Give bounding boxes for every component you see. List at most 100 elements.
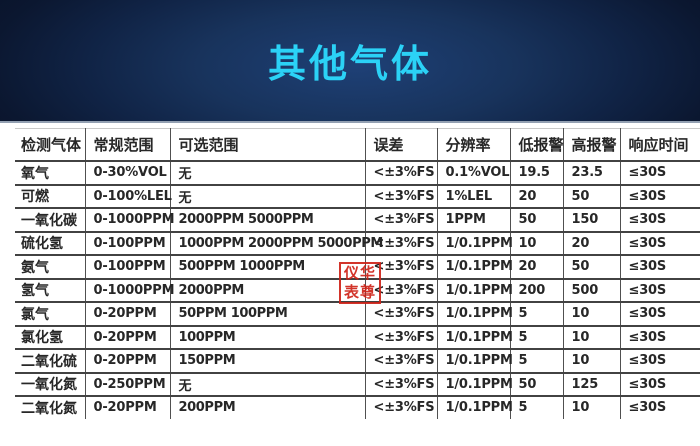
table-cell: 无 bbox=[170, 184, 366, 209]
table-row: 一氧化氮 0-250PPM 无 <±3%FS 1/0.1PPM 50 125 ≤30S bbox=[15, 372, 700, 397]
table-cell: ≤30S bbox=[620, 278, 700, 303]
table-cell: <±3%FS bbox=[365, 184, 438, 209]
table-row: 氨气 0-100PPM 500PPM 1000PPM <±3%FS 1/0.1PPM 20… bbox=[15, 255, 700, 280]
table-cell: 氨气 bbox=[15, 255, 86, 280]
table-cell: 一氧化氮 bbox=[15, 372, 86, 397]
table-row: 硫化氢 0-100PPM 1000PPM 2000PPM 5000PPM <±3%FS… bbox=[15, 231, 700, 256]
column-header: 误差 bbox=[365, 128, 438, 162]
table-cell: 1/0.1PPM bbox=[437, 302, 513, 327]
table-cell: 0-20PPM bbox=[85, 396, 171, 419]
table-header-row: 检测气体 常规范围 可选范围 误差 分辨率 低报警 高报警 响应时间 bbox=[15, 128, 700, 162]
table-cell: 1/0.1PPM bbox=[437, 255, 513, 280]
table-cell: ≤30S bbox=[620, 161, 700, 186]
watermark-stamp: 仪华 表尊 bbox=[339, 262, 381, 304]
table-cell: 50PPM 100PPM bbox=[170, 302, 366, 327]
table-cell: ≤30S bbox=[620, 349, 700, 374]
table-cell: 0-100PPM bbox=[85, 231, 171, 256]
table-cell: 5 bbox=[510, 325, 564, 350]
column-header: 高报警 bbox=[563, 128, 621, 162]
table-cell: 0-20PPM bbox=[85, 302, 171, 327]
table-cell: 硫化氢 bbox=[15, 231, 86, 256]
table-cell: 100PPM bbox=[170, 325, 366, 350]
table-row: 一氧化碳 0-1000PPM 2000PPM 5000PPM <±3%FS 1PPM 50… bbox=[15, 208, 700, 233]
table-cell: 1%LEL bbox=[437, 184, 511, 209]
table-cell: ≤30S bbox=[620, 325, 700, 350]
table-cell: 10 bbox=[563, 325, 621, 350]
table-cell: 50 bbox=[510, 372, 564, 397]
column-header: 响应时间 bbox=[620, 128, 700, 162]
table-cell: 0-20PPM bbox=[85, 349, 171, 374]
table-cell: 20 bbox=[563, 231, 621, 256]
table-cell: <±3%FS bbox=[365, 278, 438, 303]
table-cell: 50 bbox=[510, 208, 564, 233]
table-cell: 0-100%LEL bbox=[85, 184, 172, 209]
table-cell: ≤30S bbox=[620, 231, 700, 256]
table-cell: <±3%FS bbox=[365, 302, 438, 327]
table-cell: 500PPM 1000PPM bbox=[170, 255, 366, 280]
table-cell: 125 bbox=[563, 372, 621, 397]
gas-spec-table: 检测气体 常规范围 可选范围 误差 分辨率 低报警 高报警 响应时间 氧气 0-30%VOL 无 <… bbox=[15, 128, 700, 419]
banner: 其他气体 bbox=[0, 0, 700, 123]
table-cell: 5 bbox=[510, 302, 564, 327]
table-cell: 氯气 bbox=[15, 302, 86, 327]
table-cell: 2000PPM 5000PPM bbox=[170, 208, 366, 233]
table-cell: <±3%FS bbox=[365, 255, 438, 280]
table-cell: 23.5 bbox=[563, 161, 621, 186]
table-cell: 10 bbox=[510, 231, 564, 256]
table-row: 氯气 0-20PPM 50PPM 100PPM <±3%FS 1/0.1PPM 5 10 ≤3… bbox=[15, 302, 700, 327]
table-cell: 150 bbox=[563, 208, 621, 233]
table-cell: 10 bbox=[563, 349, 621, 374]
table-cell: 二氧化氮 bbox=[15, 396, 86, 419]
table-row: 可燃 0-100%LEL 无 <±3%FS 1%LEL 20 50 ≤30S bbox=[15, 184, 700, 209]
table-cell: 1/0.1PPM bbox=[437, 396, 513, 419]
watermark-line: 仪华 bbox=[343, 264, 376, 282]
table-cell: 0-1000PPM bbox=[85, 278, 175, 303]
table-row: 氯化氢 0-20PPM 100PPM <±3%FS 1/0.1PPM 5 10 ≤30S bbox=[15, 325, 700, 350]
table-cell: 0-20PPM bbox=[85, 325, 171, 350]
table-cell: 一氧化碳 bbox=[15, 208, 86, 233]
table-cell: 50 bbox=[563, 184, 621, 209]
table-cell: ≤30S bbox=[620, 372, 700, 397]
table-cell: ≤30S bbox=[620, 208, 700, 233]
table-cell: 5 bbox=[510, 396, 564, 419]
table-cell: 10 bbox=[563, 302, 621, 327]
table-cell: 1/0.1PPM bbox=[437, 372, 513, 397]
table-cell: 1000PPM 2000PPM 5000PPM bbox=[170, 231, 383, 256]
table-cell: 0.1%VOL bbox=[437, 161, 511, 186]
column-header: 低报警 bbox=[510, 128, 564, 162]
table-cell: 1/0.1PPM bbox=[437, 325, 513, 350]
table-cell: 二氧化硫 bbox=[15, 349, 86, 374]
table-cell: 200 bbox=[510, 278, 564, 303]
table-cell: <±3%FS bbox=[365, 208, 438, 233]
table-cell: <±3%FS bbox=[365, 231, 438, 256]
table-cell: ≤30S bbox=[620, 255, 700, 280]
table-cell: 0-30%VOL bbox=[85, 161, 171, 186]
table-cell: 无 bbox=[170, 161, 366, 186]
column-header: 可选范围 bbox=[170, 128, 366, 162]
table-row: 二氧化氮 0-20PPM 200PPM <±3%FS 1/0.1PPM 5 10 ≤30S bbox=[15, 396, 700, 419]
table-cell: 1/0.1PPM bbox=[437, 349, 513, 374]
table-cell: <±3%FS bbox=[365, 396, 438, 419]
table-cell: ≤30S bbox=[620, 184, 700, 209]
table-cell: 5 bbox=[510, 349, 564, 374]
table-cell: 氯化氢 bbox=[15, 325, 86, 350]
table-cell: 可燃 bbox=[15, 184, 86, 209]
column-header: 常规范围 bbox=[85, 128, 171, 162]
table-cell: 无 bbox=[170, 372, 366, 397]
table-cell: 1/0.1PPM bbox=[437, 278, 513, 303]
watermark-line: 表尊 bbox=[343, 283, 376, 301]
column-header: 分辨率 bbox=[437, 128, 511, 162]
table-cell: 50 bbox=[563, 255, 621, 280]
table-cell: 1PPM bbox=[437, 208, 511, 233]
table-cell: 氢气 bbox=[15, 278, 86, 303]
table-cell: ≤30S bbox=[620, 302, 700, 327]
table-cell: 500 bbox=[563, 278, 621, 303]
table-header: 检测气体 常规范围 可选范围 误差 分辨率 低报警 高报警 响应时间 bbox=[15, 128, 700, 162]
table-cell: 0-1000PPM bbox=[85, 208, 175, 233]
table-row: 二氧化硫 0-20PPM 150PPM <±3%FS 1/0.1PPM 5 10 ≤30S bbox=[15, 349, 700, 374]
table-cell: 0-100PPM bbox=[85, 255, 171, 280]
table-cell: 氧气 bbox=[15, 161, 86, 186]
table-cell: <±3%FS bbox=[365, 349, 438, 374]
table-cell: ≤30S bbox=[628, 400, 667, 416]
